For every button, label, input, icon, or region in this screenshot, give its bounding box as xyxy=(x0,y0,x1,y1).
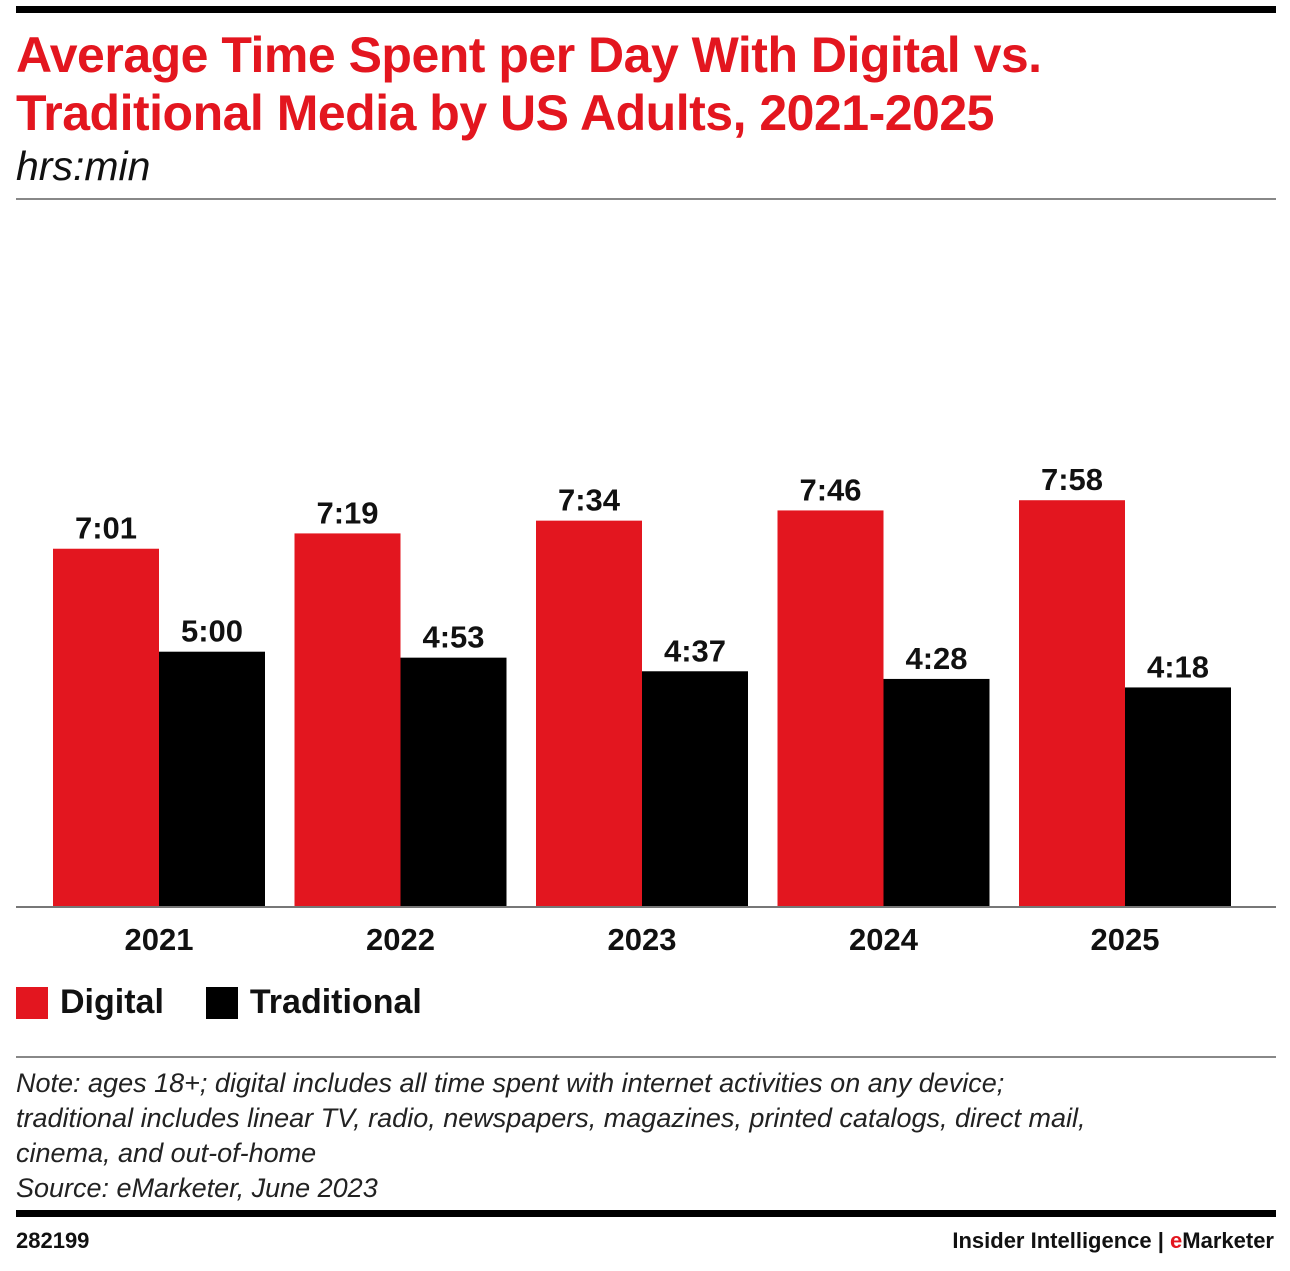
data-label-digital-2023: 7:34 xyxy=(558,483,621,518)
source-line: Source: eMarketer, June 2023 xyxy=(16,1173,378,1203)
bar-traditional-2023 xyxy=(642,671,748,907)
note-line-1: Note: ages 18+; digital includes all tim… xyxy=(16,1068,1005,1098)
legend-item-traditional: Traditional xyxy=(205,983,422,1022)
bar-digital-2025 xyxy=(1019,500,1125,907)
data-label-traditional-2023: 4:37 xyxy=(664,633,726,668)
brand-credit: Insider Intelligence | eMarketer xyxy=(952,1228,1274,1254)
x-tick-label-2023: 2023 xyxy=(608,922,677,957)
x-tick-label-2021: 2021 xyxy=(125,922,194,957)
data-label-digital-2024: 7:46 xyxy=(799,472,861,507)
x-tick-label-2022: 2022 xyxy=(366,922,435,957)
chart-id: 282199 xyxy=(16,1228,90,1253)
data-label-traditional-2021: 5:00 xyxy=(181,614,243,649)
top-rule xyxy=(16,6,1276,13)
data-label-digital-2025: 7:58 xyxy=(1041,462,1103,497)
notes: Note: ages 18+; digital includes all tim… xyxy=(16,1066,1271,1206)
note-line-2: traditional includes linear TV, radio, n… xyxy=(16,1103,1086,1133)
bar-digital-2024 xyxy=(777,510,884,907)
bar-digital-2021 xyxy=(53,548,159,907)
data-label-traditional-2024: 4:28 xyxy=(905,641,967,676)
bar-traditional-2025 xyxy=(1125,687,1231,907)
legend: Digital Traditional xyxy=(16,983,464,1022)
legend-swatch-traditional xyxy=(205,986,238,1019)
bar-digital-2023 xyxy=(536,520,642,907)
bar-traditional-2024 xyxy=(883,678,990,907)
note-line-3: cinema, and out-of-home xyxy=(16,1138,317,1168)
x-tick-label-2025: 2025 xyxy=(1091,922,1160,957)
data-label-traditional-2022: 4:53 xyxy=(422,620,484,655)
x-tick-label-2024: 2024 xyxy=(849,922,919,957)
legend-item-digital: Digital xyxy=(16,983,164,1022)
bar-traditional-2022 xyxy=(400,657,507,907)
chart-subtitle: hrs:min xyxy=(16,143,151,189)
brand-part2: Marketer xyxy=(1182,1228,1274,1253)
data-label-digital-2021: 7:01 xyxy=(75,511,137,546)
notes-rule xyxy=(16,1056,1276,1058)
bar-traditional-2021 xyxy=(159,651,265,907)
chart-title-line2: Traditional Media by US Adults, 2021-202… xyxy=(16,85,994,141)
header-rule xyxy=(16,198,1276,200)
brand-part1: Insider Intelligence | xyxy=(952,1228,1171,1253)
legend-swatch-digital xyxy=(16,986,48,1019)
chart-title-line1: Average Time Spent per Day With Digital … xyxy=(16,27,1042,83)
bottom-rule xyxy=(16,1210,1276,1217)
data-label-traditional-2025: 4:18 xyxy=(1147,649,1209,684)
data-label-digital-2022: 7:19 xyxy=(316,495,378,530)
legend-label-traditional: Traditional xyxy=(249,983,422,1021)
legend-label-digital: Digital xyxy=(60,983,164,1021)
chart-title: Average Time Spent per Day With Digital … xyxy=(16,26,1256,142)
bar-digital-2022 xyxy=(294,533,401,907)
bar-chart: 7:01 5:00 2021 7:19 4:53 2022 7:34 4:37 2023 7:46… xyxy=(16,462,1276,957)
brand-accent: e xyxy=(1170,1228,1183,1253)
